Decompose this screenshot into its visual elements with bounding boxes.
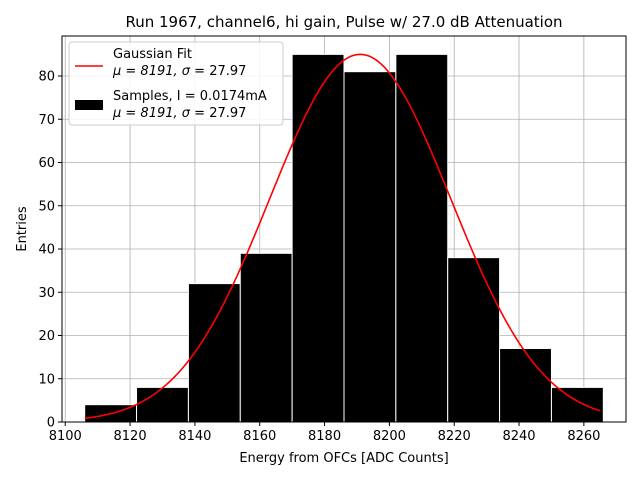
histogram-bar xyxy=(291,53,345,423)
histogram-bar xyxy=(395,53,449,423)
histogram-bars xyxy=(84,53,604,423)
y-tick-label: 60 xyxy=(38,156,55,171)
y-tick-label: 70 xyxy=(38,113,55,128)
histogram-bar xyxy=(343,71,397,423)
histogram-bar xyxy=(447,257,501,423)
x-tick-label: 8240 xyxy=(502,429,535,444)
x-axis-label: Energy from OFCs [ADC Counts] xyxy=(239,451,448,466)
histogram-bar xyxy=(239,252,293,423)
y-tick-label: 50 xyxy=(38,199,55,214)
histogram-bar xyxy=(550,386,604,423)
x-tick-label: 8220 xyxy=(438,429,471,444)
x-tick-label: 8260 xyxy=(567,429,600,444)
y-tick-label: 10 xyxy=(38,372,55,387)
x-tick-label: 8160 xyxy=(243,429,276,444)
histogram-bar xyxy=(187,283,241,423)
y-tick-label: 0 xyxy=(47,416,55,431)
x-tick-label: 8120 xyxy=(114,429,147,444)
legend-samples-stats: μ = 8191, σ = 27.97 xyxy=(112,106,246,121)
x-tick-label: 8200 xyxy=(373,429,406,444)
y-tick-label: 40 xyxy=(38,243,55,258)
legend-fit-label: Gaussian Fit xyxy=(113,47,192,62)
chart-title: Run 1967, channel6, hi gain, Pulse w/ 27… xyxy=(125,13,562,31)
histogram-bar xyxy=(499,347,552,423)
gaussian-fit-line xyxy=(84,53,601,420)
histogram-bar xyxy=(136,386,189,423)
legend-samples-swatch xyxy=(75,100,103,110)
legend-samples-label: Samples, I = 0.0174mA xyxy=(113,89,267,104)
y-tick-label: 20 xyxy=(38,329,55,344)
legend-box xyxy=(68,41,284,126)
y-tick-label: 80 xyxy=(38,70,55,85)
x-tick-label: 8140 xyxy=(178,429,211,444)
y-tick-label: 30 xyxy=(38,286,55,301)
x-tick-label: 8180 xyxy=(308,429,341,444)
plot-frame xyxy=(61,35,627,423)
y-axis-label: Entries xyxy=(15,206,30,252)
x-axis-ticks: 8100 8120 8140 8160 8180 8200 8220 8240 8260 xyxy=(49,422,600,444)
legend-fit-stats: μ = 8191, σ = 27.97 xyxy=(112,64,246,79)
x-tick-label: 8100 xyxy=(49,429,82,444)
legend: Gaussian Fit μ = 8191, σ = 27.97 Samples… xyxy=(68,41,284,126)
y-axis-ticks: 0 10 20 30 40 50 60 70 80 xyxy=(38,70,62,431)
